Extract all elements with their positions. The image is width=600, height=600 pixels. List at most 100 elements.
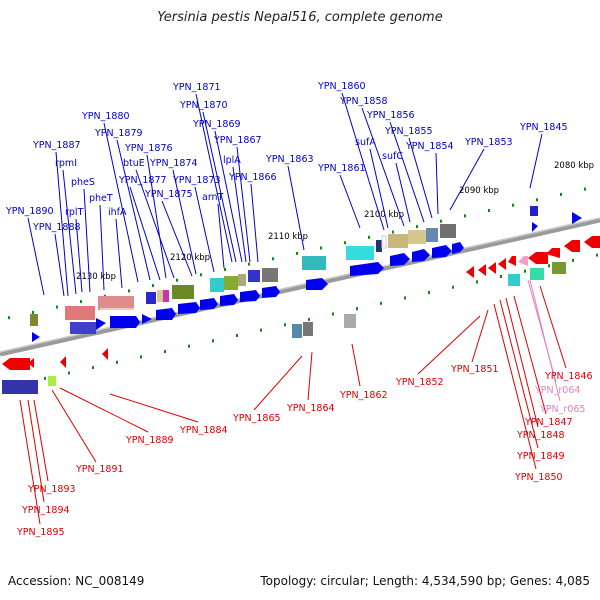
gene-label[interactable]: lplA xyxy=(223,155,241,166)
gene-label[interactable]: YPN_1861 xyxy=(317,163,366,174)
gene-label[interactable]: pheT xyxy=(89,193,113,204)
tick-mark xyxy=(56,305,58,309)
gene-label[interactable]: sufC xyxy=(382,151,403,162)
gene-label[interactable]: YPN_1877 xyxy=(118,175,167,186)
tick-mark xyxy=(584,187,586,191)
gene-label[interactable]: YPN_1855 xyxy=(384,126,433,137)
gene-label[interactable]: YPN_r064 xyxy=(534,385,580,396)
tick-mark xyxy=(176,278,178,282)
gene-label[interactable]: YPN_1895 xyxy=(16,527,65,538)
gene-arrow xyxy=(488,262,496,274)
gene-label[interactable]: YPN_1894 xyxy=(21,505,70,516)
gene-label[interactable]: YPN_1879 xyxy=(94,128,143,139)
gene-feature xyxy=(65,306,95,320)
gene-label[interactable]: pheS xyxy=(71,177,95,188)
gene-label[interactable]: YPN_1891 xyxy=(75,464,124,475)
leader-line xyxy=(75,218,83,293)
gene-label[interactable]: YPN_1890 xyxy=(5,206,54,217)
gene-feature xyxy=(100,308,134,312)
gene-feature xyxy=(210,278,224,292)
gene-label[interactable]: YPN_1851 xyxy=(450,364,499,375)
gene-label[interactable]: YPN_1863 xyxy=(265,154,314,165)
tick-mark xyxy=(212,339,214,343)
tick-mark xyxy=(512,203,514,207)
kbp-label: 2120 kbp xyxy=(170,253,210,263)
gene-arrow xyxy=(178,302,200,314)
gene-label[interactable]: YPN_1865 xyxy=(232,413,281,424)
gene-label[interactable]: YPN_r065 xyxy=(539,404,585,415)
gene-label[interactable]: rpmI xyxy=(55,158,77,169)
leader-line xyxy=(161,200,193,277)
gene-label[interactable]: arnT xyxy=(202,192,224,203)
gene-label[interactable]: YPN_1845 xyxy=(519,122,568,133)
gene-feature xyxy=(2,380,38,394)
gene-label[interactable]: YPN_1869 xyxy=(192,119,241,130)
gene-arrow xyxy=(262,286,280,298)
leader-line xyxy=(146,154,167,279)
gene-arrow xyxy=(142,314,152,324)
gene-arrow xyxy=(546,248,560,258)
gene-label[interactable]: sufA xyxy=(355,137,376,148)
tick-mark xyxy=(248,262,250,266)
gene-label[interactable]: YPN_1871 xyxy=(172,82,221,93)
gene-label[interactable]: YPN_1854 xyxy=(405,141,454,152)
gene-label[interactable]: YPN_1847 xyxy=(524,417,573,428)
gene-label[interactable]: btuE xyxy=(123,158,145,169)
gene-label[interactable]: YPN_1850 xyxy=(514,472,563,483)
forward-labels: YPN_1890 YPN_1888 YPN_1887 rpmI rplT phe… xyxy=(5,81,568,233)
gene-label[interactable]: YPN_1870 xyxy=(179,100,228,111)
gene-label[interactable]: rplT xyxy=(65,207,84,218)
gene-arrow xyxy=(390,253,410,266)
gene-feature xyxy=(388,234,408,248)
gene-label[interactable]: YPN_1875 xyxy=(144,189,193,200)
leader-line xyxy=(499,299,539,449)
reverse-features[interactable] xyxy=(2,236,600,394)
gene-label[interactable]: YPN_1876 xyxy=(124,143,173,154)
map-title: Yersinia pestis Nepal516, complete genom… xyxy=(157,10,443,25)
gene-label[interactable]: YPN_1856 xyxy=(366,110,415,121)
tick-mark xyxy=(80,300,82,304)
gene-arrow xyxy=(240,290,260,302)
gene-label[interactable]: YPN_1864 xyxy=(286,403,335,414)
gene-label[interactable]: YPN_1884 xyxy=(179,425,228,436)
gene-arrow xyxy=(156,308,176,320)
gene-label[interactable]: ihfA xyxy=(108,207,127,218)
gene-label[interactable]: YPN_1893 xyxy=(27,484,76,495)
kbp-label: 2110 kbp xyxy=(268,232,308,242)
gene-label[interactable]: YPN_1873 xyxy=(172,175,221,186)
gene-label[interactable]: YPN_1849 xyxy=(516,451,565,462)
tick-mark xyxy=(164,350,166,354)
leader-line xyxy=(27,399,45,503)
gene-label[interactable]: YPN_1874 xyxy=(149,158,198,169)
leader-line xyxy=(62,169,77,295)
leader-line xyxy=(232,166,247,263)
gene-label[interactable]: YPN_1887 xyxy=(32,140,81,151)
gene-arrow xyxy=(412,249,430,262)
gene-label[interactable]: YPN_1880 xyxy=(81,111,130,122)
leader-line xyxy=(214,130,243,263)
gene-label[interactable]: YPN_1862 xyxy=(339,390,388,401)
gene-arrow xyxy=(60,356,66,368)
forward-features[interactable] xyxy=(30,206,582,342)
gene-label[interactable]: YPN_1888 xyxy=(32,222,81,233)
gene-feature xyxy=(98,296,134,310)
gene-label[interactable]: YPN_1858 xyxy=(339,96,388,107)
tick-mark xyxy=(344,241,346,245)
leader-line xyxy=(129,186,161,281)
gene-label[interactable]: YPN_1852 xyxy=(395,377,444,388)
tick-row-bottom xyxy=(20,253,598,386)
gene-label[interactable]: YPN_1848 xyxy=(516,430,565,441)
leader-line xyxy=(395,162,411,223)
gene-label[interactable]: YPN_1889 xyxy=(125,435,174,446)
gene-label[interactable]: YPN_1860 xyxy=(317,81,366,92)
gene-label[interactable]: YPN_1866 xyxy=(228,172,277,183)
tick-mark xyxy=(140,355,142,359)
gene-label[interactable]: YPN_1867 xyxy=(213,135,262,146)
leader-line xyxy=(19,399,41,525)
gene-label[interactable]: YPN_1853 xyxy=(464,137,513,148)
leader-line xyxy=(55,151,69,297)
gene-feature xyxy=(224,276,238,290)
tick-mark xyxy=(476,280,478,284)
gene-label[interactable]: YPN_1846 xyxy=(544,371,593,382)
